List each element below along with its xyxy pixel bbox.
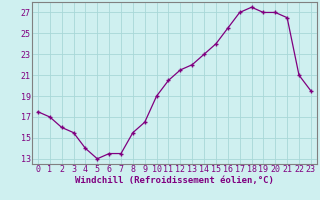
X-axis label: Windchill (Refroidissement éolien,°C): Windchill (Refroidissement éolien,°C) — [75, 176, 274, 185]
